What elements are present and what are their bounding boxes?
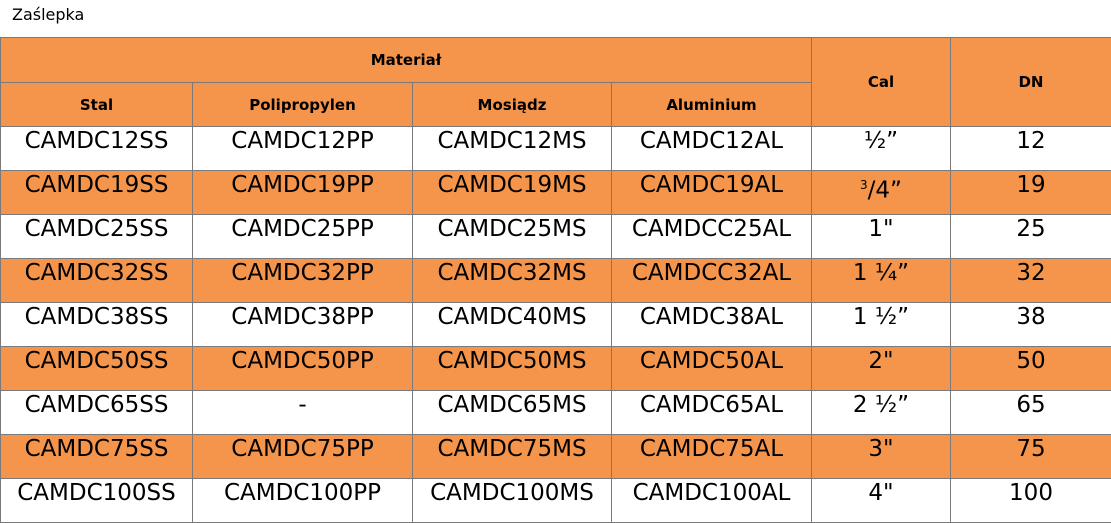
cell-mosiadz: CAMDC19MS: [413, 171, 612, 215]
cell-stal: CAMDC38SS: [1, 303, 193, 347]
cell-dn: 65: [951, 391, 1111, 435]
table-row: CAMDC75SS CAMDC75PP CAMDC75MS CAMDC75AL …: [1, 435, 1111, 479]
cell-aluminium: CAMDC19AL: [612, 171, 812, 215]
cell-aluminium: CAMDC75AL: [612, 435, 812, 479]
material-group-header: Materiał: [1, 38, 812, 83]
cell-polipropylen: CAMDC32PP: [193, 259, 413, 303]
table-row: CAMDC100SS CAMDC100PP CAMDC100MS CAMDC10…: [1, 479, 1111, 523]
cell-stal: CAMDC32SS: [1, 259, 193, 303]
column-header-aluminium: Aluminium: [612, 83, 812, 127]
cell-mosiadz: CAMDC75MS: [413, 435, 612, 479]
cell-stal: CAMDC19SS: [1, 171, 193, 215]
cell-cal: 1 ¼”: [812, 259, 951, 303]
column-header-dn: DN: [951, 38, 1111, 127]
cell-mosiadz: CAMDC32MS: [413, 259, 612, 303]
page-title: Zaślepka: [12, 5, 84, 25]
cell-mosiadz: CAMDC40MS: [413, 303, 612, 347]
column-header-stal: Stal: [1, 83, 193, 127]
cell-mosiadz: CAMDC12MS: [413, 127, 612, 171]
cell-dn: 25: [951, 215, 1111, 259]
product-table: Materiał Cal DN Stal Polipropylen Mosiąd…: [0, 37, 1111, 523]
cell-cal: 1 ½”: [812, 303, 951, 347]
cell-dn: 75: [951, 435, 1111, 479]
cell-mosiadz: CAMDC65MS: [413, 391, 612, 435]
cell-polipropylen: CAMDC19PP: [193, 171, 413, 215]
cell-aluminium: CAMDCC25AL: [612, 215, 812, 259]
cell-polipropylen: CAMDC38PP: [193, 303, 413, 347]
table-row: CAMDC25SS CAMDC25PP CAMDC25MS CAMDCC25AL…: [1, 215, 1111, 259]
cell-aluminium: CAMDC100AL: [612, 479, 812, 523]
cell-dn: 12: [951, 127, 1111, 171]
cell-stal: CAMDC12SS: [1, 127, 193, 171]
cell-cal: 4": [812, 479, 951, 523]
cell-cal: 2": [812, 347, 951, 391]
cell-polipropylen: -: [193, 391, 413, 435]
cell-polipropylen: CAMDC75PP: [193, 435, 413, 479]
column-header-cal: Cal: [812, 38, 951, 127]
cell-cal: 2 ½”: [812, 391, 951, 435]
cell-aluminium: CAMDC12AL: [612, 127, 812, 171]
table-row: CAMDC19SS CAMDC19PP CAMDC19MS CAMDC19AL …: [1, 171, 1111, 215]
cell-cal: 3": [812, 435, 951, 479]
cell-stal: CAMDC75SS: [1, 435, 193, 479]
cell-stal: CAMDC25SS: [1, 215, 193, 259]
cell-dn: 19: [951, 171, 1111, 215]
table-row: CAMDC12SS CAMDC12PP CAMDC12MS CAMDC12AL …: [1, 127, 1111, 171]
cell-polipropylen: CAMDC25PP: [193, 215, 413, 259]
cell-dn: 32: [951, 259, 1111, 303]
cell-stal: CAMDC100SS: [1, 479, 193, 523]
column-header-mosiadz: Mosiądz: [413, 83, 612, 127]
cell-mosiadz: CAMDC50MS: [413, 347, 612, 391]
cell-cal: ½”: [812, 127, 951, 171]
cell-aluminium: CAMDC65AL: [612, 391, 812, 435]
cell-cal: 3/4”: [812, 171, 951, 215]
cell-dn: 38: [951, 303, 1111, 347]
cell-cal: 1": [812, 215, 951, 259]
table-row: CAMDC50SS CAMDC50PP CAMDC50MS CAMDC50AL …: [1, 347, 1111, 391]
cell-mosiadz: CAMDC25MS: [413, 215, 612, 259]
table-row: CAMDC38SS CAMDC38PP CAMDC40MS CAMDC38AL …: [1, 303, 1111, 347]
cell-aluminium: CAMDCC32AL: [612, 259, 812, 303]
cell-polipropylen: CAMDC12PP: [193, 127, 413, 171]
cell-mosiadz: CAMDC100MS: [413, 479, 612, 523]
cell-dn: 50: [951, 347, 1111, 391]
column-header-polipropylen: Polipropylen: [193, 83, 413, 127]
cell-stal: CAMDC65SS: [1, 391, 193, 435]
table-row: CAMDC32SS CAMDC32PP CAMDC32MS CAMDCC32AL…: [1, 259, 1111, 303]
cell-polipropylen: CAMDC50PP: [193, 347, 413, 391]
cell-aluminium: CAMDC50AL: [612, 347, 812, 391]
table-row: CAMDC65SS - CAMDC65MS CAMDC65AL 2 ½” 65: [1, 391, 1111, 435]
cell-aluminium: CAMDC38AL: [612, 303, 812, 347]
cell-stal: CAMDC50SS: [1, 347, 193, 391]
cell-dn: 100: [951, 479, 1111, 523]
cell-polipropylen: CAMDC100PP: [193, 479, 413, 523]
